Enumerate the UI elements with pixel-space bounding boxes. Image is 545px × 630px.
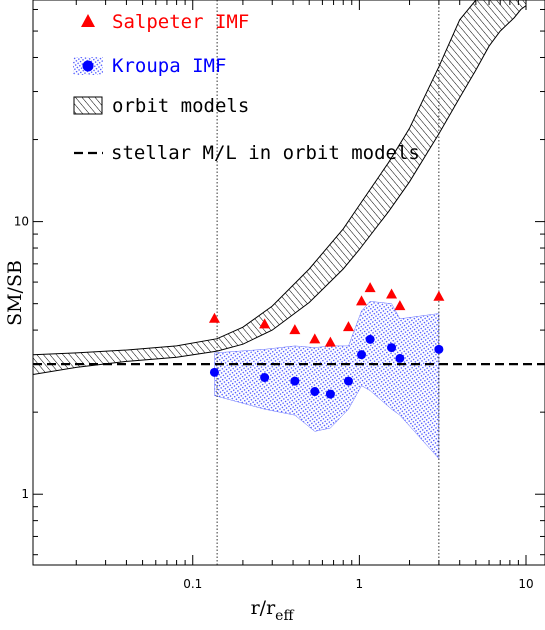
legend-salpeter-marker	[81, 14, 95, 27]
y-tick-label: 10	[14, 215, 29, 229]
legend-orbit-marker	[73, 96, 103, 115]
kroupa-point	[310, 387, 320, 397]
salpeter-point	[356, 295, 368, 306]
salpeter-point	[342, 321, 354, 332]
legend-kroupa-marker	[82, 60, 94, 72]
kroupa-point	[325, 389, 335, 399]
legend-label: Salpeter IMF	[112, 11, 249, 33]
kroupa-point	[434, 344, 444, 354]
legend-label: orbit models	[112, 95, 249, 117]
x-axis-title-subscript: eff	[275, 608, 294, 624]
y-tick-label: 1	[21, 487, 29, 501]
kroupa-point	[365, 334, 375, 344]
salpeter-point	[289, 324, 301, 335]
salpeter-point	[259, 318, 271, 329]
legend-label: stellar M/L in orbit models	[111, 142, 420, 164]
kroupa-point	[343, 376, 353, 386]
plot-content	[33, 0, 545, 565]
kroupa-point	[290, 376, 300, 386]
x-tick-label: 1	[356, 577, 364, 591]
legend: Salpeter IMF Kroupa IMF orbit models stella…	[73, 11, 420, 164]
axes: 0.1 1 10 1 10	[14, 0, 545, 591]
plot-frame	[32, 0, 545, 566]
kroupa-point	[395, 353, 405, 363]
kroupa-point	[260, 373, 270, 383]
legend-label: Kroupa IMF	[112, 55, 226, 77]
x-axis-title: r/reff	[251, 597, 295, 624]
salpeter-point	[386, 288, 398, 299]
x-axis-title-main: r/r	[251, 597, 276, 619]
kroupa-point	[209, 367, 219, 377]
salpeter-point	[208, 312, 220, 323]
kroupa-point	[387, 343, 397, 353]
salpeter-point	[394, 300, 406, 311]
salpeter-point	[324, 336, 336, 347]
salpeter-point	[309, 333, 321, 344]
salpeter-point	[433, 290, 445, 301]
x-tick-label: 0.1	[183, 577, 202, 591]
orbit-models-band	[33, 0, 527, 376]
x-tick-label: 10	[518, 577, 533, 591]
y-axis-title: SM/SB	[4, 260, 26, 326]
kroupa-point	[357, 350, 367, 360]
salpeter-point	[364, 282, 376, 293]
